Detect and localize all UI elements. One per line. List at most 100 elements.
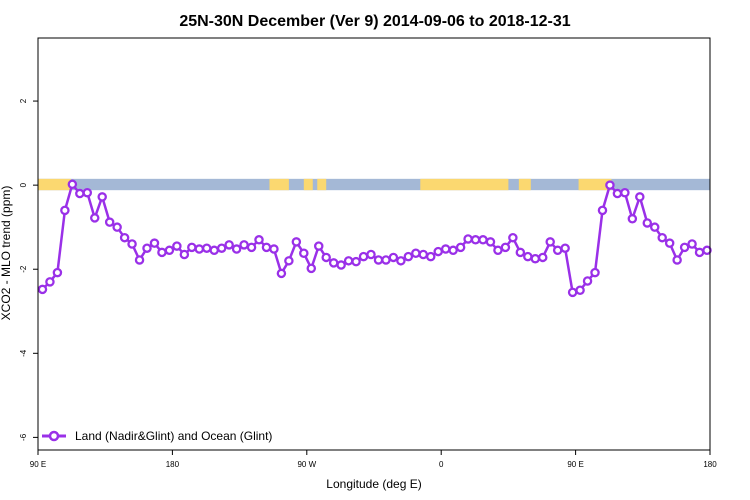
data-point: [75, 188, 85, 199]
data-point: [657, 232, 667, 243]
data-point: [254, 235, 264, 245]
data-point: [112, 222, 122, 232]
chart-title: 25N-30N December (Ver 9) 2014-09-06 to 2…: [179, 13, 570, 30]
data-point: [635, 192, 645, 202]
data-point: [545, 237, 555, 247]
data-point: [605, 180, 615, 190]
land-segment: [317, 178, 327, 191]
data-point: [627, 214, 638, 224]
data-point: [440, 244, 451, 254]
data-point: [97, 192, 107, 202]
data-point: [104, 217, 115, 227]
land-segment: [303, 178, 313, 191]
data-point: [179, 249, 190, 260]
data-point: [448, 245, 458, 256]
data-point: [82, 187, 93, 198]
data-point: [418, 249, 429, 260]
data-point: [127, 239, 137, 249]
data-point: [560, 243, 570, 253]
data-point: [620, 187, 630, 198]
data-point: [149, 238, 160, 248]
legend: Land (Nadir&Glint) and Ocean (Glint): [42, 429, 272, 443]
data-point: [508, 232, 518, 243]
data-point: [523, 251, 533, 262]
data-point: [530, 253, 541, 264]
data-point: [597, 205, 608, 216]
data-point: [269, 244, 279, 254]
data-point: [60, 205, 70, 216]
land-segment: [518, 178, 531, 191]
data-point: [485, 237, 496, 247]
data-point: [679, 242, 690, 253]
data-point: [231, 244, 242, 254]
data-point: [157, 247, 167, 258]
data-point: [336, 260, 346, 270]
x-tick-label: 180: [703, 460, 717, 469]
data-point: [194, 244, 205, 254]
x-tick-label: 90 E: [567, 460, 583, 469]
data-point: [172, 241, 182, 251]
data-point: [478, 235, 488, 245]
data-point: [366, 249, 376, 260]
data-point: [537, 252, 548, 263]
data-point: [358, 251, 369, 262]
data-point: [321, 252, 331, 263]
data-point: [687, 239, 697, 249]
data-point: [284, 256, 294, 266]
land-segment: [578, 178, 612, 191]
data-point: [45, 277, 55, 287]
data-point: [201, 243, 212, 253]
y-tick-label: -6: [19, 433, 28, 441]
data-point: [239, 240, 249, 250]
data-point: [209, 245, 219, 256]
legend-label: Land (Nadir&Glint) and Ocean (Glint): [75, 429, 272, 443]
x-axis-label: Longitude (deg E): [326, 477, 421, 491]
data-point: [702, 245, 712, 256]
data-point: [134, 255, 145, 265]
y-tick-label: -4: [19, 349, 28, 357]
legend-marker: [48, 430, 60, 442]
data-point: [299, 248, 309, 258]
x-tick-label: 90 W: [297, 460, 316, 469]
data-point: [351, 256, 361, 267]
data-point: [343, 256, 354, 266]
land-ocean-band: [38, 178, 710, 191]
data-point: [575, 285, 585, 295]
data-point: [306, 263, 317, 274]
data-point: [216, 243, 227, 253]
data-point: [328, 258, 339, 268]
data-point: [403, 251, 414, 262]
data-point: [164, 245, 175, 256]
data-point: [396, 256, 406, 266]
data-point: [463, 234, 473, 244]
data-point: [470, 235, 481, 245]
data-point: [500, 242, 511, 253]
data-point: [649, 222, 660, 232]
data-point: [425, 251, 436, 262]
data-point: [493, 245, 503, 256]
data-point: [142, 243, 152, 253]
land-segment: [38, 178, 71, 191]
data-point: [89, 213, 100, 223]
data-point: [37, 284, 48, 295]
data-point: [52, 267, 63, 278]
y-tick-label: 0: [19, 182, 28, 187]
data-point: [381, 255, 391, 265]
axis-ticks: 90 E 180 90 W 0 90 E 180 2 0 -2 -4 -6: [19, 98, 717, 469]
x-tick-label: 180: [166, 460, 180, 469]
data-point: [291, 237, 302, 247]
data-point: [224, 240, 234, 250]
data-point: [612, 188, 623, 199]
ocean-band: [38, 178, 710, 191]
data-point: [672, 255, 682, 265]
series-layer: [37, 179, 712, 298]
data-point: [388, 252, 399, 263]
data-point: [411, 248, 421, 258]
data-point: [119, 232, 130, 243]
data-point: [582, 276, 593, 286]
x-tick-label: 0: [439, 460, 444, 469]
data-point: [694, 247, 705, 258]
data-point: [515, 247, 526, 258]
y-tick-label: 2: [19, 98, 28, 103]
